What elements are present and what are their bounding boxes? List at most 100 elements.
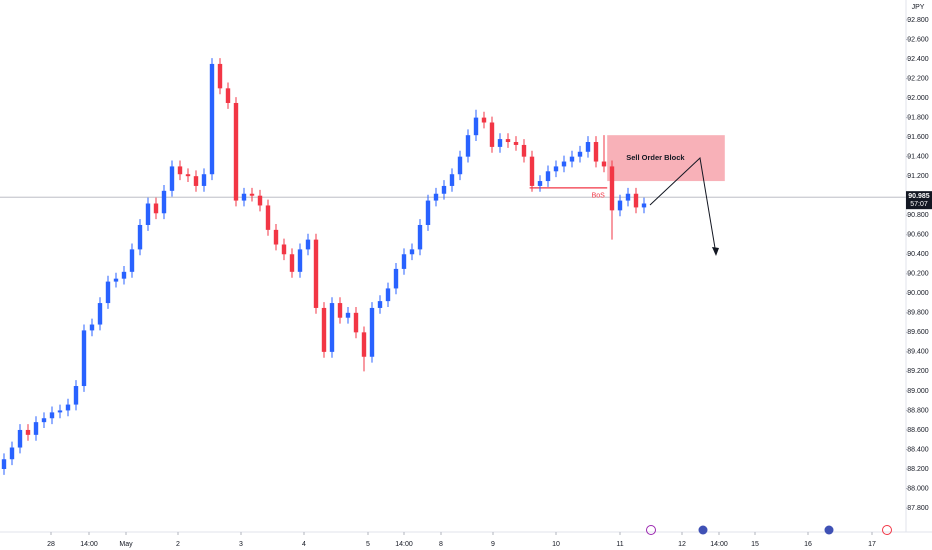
candle-body <box>545 171 551 182</box>
price-tag-countdown: 57:07 <box>910 201 928 208</box>
candle-body <box>329 303 335 352</box>
candle-body <box>153 203 159 214</box>
candle-body <box>121 271 127 279</box>
x-tick-label: 5 <box>366 541 370 548</box>
x-tick-label: 4 <box>302 541 306 548</box>
candle-body <box>185 174 191 177</box>
x-tick-label: 15 <box>751 541 759 548</box>
candle-body <box>641 203 647 208</box>
candle-body <box>505 139 511 143</box>
x-tick-label: 14:00 <box>80 541 98 548</box>
x-tick-label: 14:00 <box>710 541 728 548</box>
x-tick-label: 9 <box>491 541 495 548</box>
candle-body <box>417 224 423 250</box>
candle-body <box>9 447 15 460</box>
candle-body <box>601 161 607 167</box>
candle-body <box>473 117 479 136</box>
y-tick-label: 90.000 <box>907 290 929 297</box>
y-tick-label: 92.200 <box>907 75 929 82</box>
candle-body <box>313 239 319 308</box>
candle-body <box>57 410 63 413</box>
candle-body <box>521 144 527 157</box>
event-icon[interactable] <box>646 525 656 535</box>
candle-body <box>569 156 575 162</box>
candle-body <box>241 193 247 201</box>
candle-body <box>97 303 103 325</box>
candle-body <box>41 418 47 423</box>
x-tick-label: 17 <box>868 541 876 548</box>
candle-body <box>225 88 231 103</box>
candle-body <box>625 193 631 201</box>
candle-body <box>265 205 271 230</box>
candle-body <box>361 332 367 357</box>
candle-body <box>617 200 623 211</box>
y-tick-label: 89.200 <box>907 368 929 375</box>
x-tick-label: 11 <box>616 541 623 548</box>
candle-body <box>321 307 327 352</box>
y-tick-label: 91.400 <box>907 154 929 161</box>
candle-body <box>593 142 599 162</box>
y-tick-label: 89.800 <box>907 310 929 317</box>
candle-body <box>73 386 79 405</box>
plot: 87.800 88.000 88.200 88.400 88.600 88.800 89.0… <box>0 17 929 548</box>
x-tick-label: 28 <box>47 541 55 548</box>
candle-body <box>25 429 31 435</box>
candle-body <box>385 288 391 302</box>
candle-body <box>489 122 495 147</box>
arrow-head <box>712 247 719 256</box>
candle-body <box>201 174 207 186</box>
y-tick-label: 88.200 <box>907 466 929 473</box>
candle-body <box>537 181 543 186</box>
candle-body <box>81 330 87 387</box>
candle-body <box>377 301 383 308</box>
candle-body <box>145 203 151 225</box>
sell-order-block <box>607 135 725 182</box>
candle-body <box>441 185 447 194</box>
candle-body <box>281 244 287 255</box>
candle-body <box>17 429 23 448</box>
price-tag <box>906 191 932 210</box>
y-tick-label: 89.400 <box>907 349 929 356</box>
y-tick-label: 88.400 <box>907 446 929 453</box>
x-tick-label: 12 <box>678 541 686 548</box>
candle-body <box>369 307 375 357</box>
event-icon[interactable] <box>882 525 892 535</box>
candle-body <box>193 176 199 186</box>
candle-body <box>1 459 7 469</box>
y-tick-label: 90.800 <box>907 212 929 219</box>
y-tick-label: 88.800 <box>907 407 929 414</box>
candle-body <box>577 151 583 157</box>
x-tick-label: 2 <box>176 541 180 548</box>
candle-body <box>257 195 263 206</box>
candle-body <box>561 161 567 167</box>
y-tick-label: 90.400 <box>907 251 929 258</box>
event-icon[interactable] <box>698 525 708 535</box>
candle-body <box>137 224 143 250</box>
candle-body <box>337 303 343 318</box>
candle-body <box>513 142 519 145</box>
y-tick-label: 92.600 <box>907 36 929 43</box>
candle-body <box>209 63 215 175</box>
y-tick-label: 88.000 <box>907 485 929 492</box>
y-tick-label: 91.200 <box>907 173 929 180</box>
y-tick-label: 88.600 <box>907 427 929 434</box>
candle-body <box>65 404 71 411</box>
candle-body <box>345 312 351 318</box>
bos-label: BoS <box>592 193 606 200</box>
x-tick-label: 10 <box>552 541 560 548</box>
event-icon[interactable] <box>824 525 834 535</box>
y-tick-label: 89.600 <box>907 329 929 336</box>
candle-body <box>305 239 311 250</box>
candle-body <box>105 281 111 304</box>
candle-body <box>553 166 559 172</box>
candle-body <box>425 200 431 225</box>
candle-body <box>393 268 399 289</box>
candle-body <box>449 174 455 186</box>
candle-body <box>481 117 487 123</box>
candle-body <box>217 63 223 89</box>
candle-body <box>433 193 439 201</box>
zone-label: Sell Order Block <box>626 153 685 162</box>
